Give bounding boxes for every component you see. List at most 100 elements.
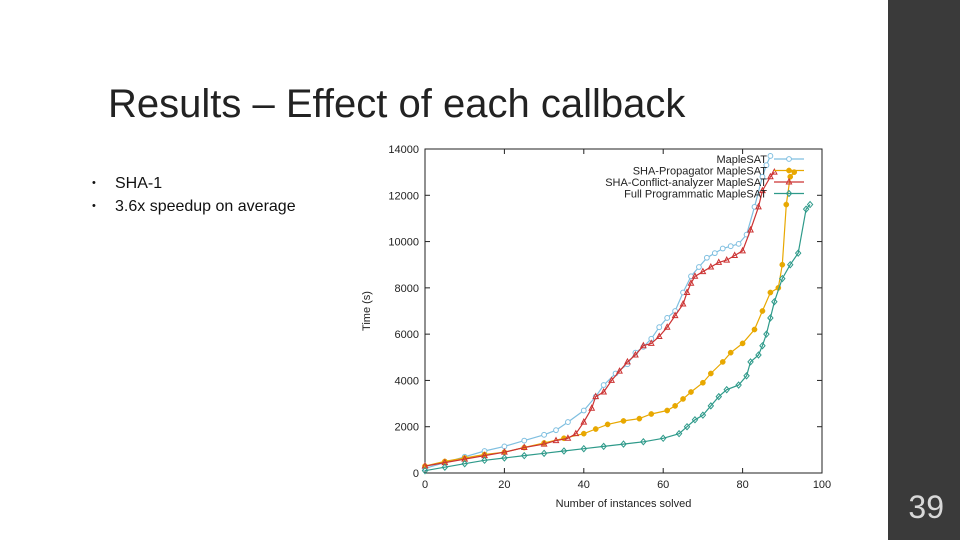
data-point — [759, 186, 766, 194]
data-point — [580, 407, 587, 414]
data-point — [636, 415, 643, 422]
data-point — [735, 240, 742, 247]
data-point — [647, 339, 655, 346]
legend-label: SHA-Conflict-analyzer MapleSAT — [605, 177, 767, 189]
data-point — [785, 189, 793, 198]
data-point — [755, 351, 762, 359]
data-point — [767, 289, 774, 296]
data-point — [747, 358, 754, 366]
data-point — [794, 249, 802, 257]
data-point — [723, 256, 731, 263]
data-point — [560, 447, 568, 455]
data-point — [421, 466, 429, 475]
data-point — [683, 422, 691, 431]
data-point — [786, 260, 794, 269]
data-point — [786, 156, 792, 162]
data-point — [608, 376, 616, 383]
y-tick-label: 4000 — [395, 375, 419, 387]
data-point — [719, 245, 726, 252]
series-line — [424, 171, 795, 467]
data-point — [600, 387, 608, 395]
data-point — [520, 451, 528, 460]
data-point — [663, 323, 671, 330]
y-tick-label: 0 — [413, 468, 419, 480]
x-axis-label: Number of instances solved — [556, 498, 692, 510]
data-point — [521, 437, 528, 444]
data-point — [766, 172, 774, 180]
legend-label: Full Programmatic MapleSAT — [624, 189, 767, 201]
data-point — [783, 201, 790, 208]
data-point — [540, 439, 548, 447]
x-tick-label: 0 — [422, 479, 428, 491]
data-point — [699, 267, 707, 275]
x-tick-label: 80 — [736, 479, 748, 491]
page-number: 39 — [908, 489, 944, 525]
x-tick-label: 60 — [657, 479, 669, 491]
data-point — [779, 274, 786, 283]
slide-title: Results – Effect of each callback — [108, 82, 686, 126]
results-chart: 0 2000 4000 6000 8000 10000 12000 14000 0 20 40 60 8… — [361, 144, 831, 510]
data-point — [501, 443, 508, 450]
data-point — [802, 205, 810, 213]
data-point — [664, 315, 671, 321]
y-axis-label: Time (s) — [361, 291, 373, 331]
data-point — [564, 434, 572, 441]
y-tick-label: 2000 — [395, 422, 419, 434]
y-tick-label: 8000 — [395, 283, 419, 295]
data-point — [592, 426, 599, 432]
data-point — [735, 381, 742, 389]
data-point — [501, 454, 508, 462]
data-point — [739, 246, 747, 254]
data-point — [600, 382, 607, 388]
data-point — [672, 403, 678, 409]
data-point — [572, 429, 580, 437]
data-point — [767, 314, 774, 322]
data-point — [604, 421, 611, 428]
data-point — [624, 357, 631, 365]
data-point — [441, 463, 449, 471]
data-point — [727, 243, 734, 250]
data-point — [664, 407, 671, 414]
data-point — [700, 379, 706, 386]
data-point — [785, 177, 793, 185]
data-point — [671, 311, 679, 319]
data-point — [687, 279, 695, 286]
data-point — [592, 392, 600, 400]
data-point — [639, 341, 647, 349]
data-point — [580, 444, 588, 453]
data-point — [731, 251, 739, 258]
data-point — [588, 404, 596, 411]
data-point — [727, 349, 734, 356]
data-point — [679, 299, 687, 307]
data-point — [759, 173, 766, 180]
data-point — [675, 429, 683, 438]
data-point — [640, 437, 647, 446]
data-point — [723, 385, 730, 394]
data-point — [767, 153, 774, 159]
data-point — [691, 416, 699, 424]
data-point — [743, 372, 750, 380]
data-point — [759, 308, 766, 314]
x-tick-label: 100 — [813, 479, 831, 491]
data-point — [786, 167, 792, 174]
data-point — [707, 262, 715, 270]
legend-label: SHA-Propagator MapleSAT — [633, 166, 768, 178]
data-point — [699, 411, 707, 419]
data-point — [481, 456, 488, 465]
data-point — [541, 431, 548, 438]
data-point — [688, 389, 694, 395]
x-tick-label: 40 — [578, 479, 590, 491]
data-point — [703, 254, 710, 261]
series-line — [424, 155, 771, 469]
side-bar: 39 — [888, 0, 960, 540]
y-tick-label: 14000 — [388, 144, 419, 156]
data-point — [680, 396, 686, 402]
data-point — [540, 449, 548, 458]
legend-label: MapleSAT — [716, 154, 767, 166]
data-point — [616, 367, 623, 374]
data-point — [683, 288, 691, 295]
data-point — [648, 411, 655, 417]
data-point — [461, 459, 468, 468]
data-point — [553, 427, 559, 434]
data-point — [520, 443, 528, 451]
